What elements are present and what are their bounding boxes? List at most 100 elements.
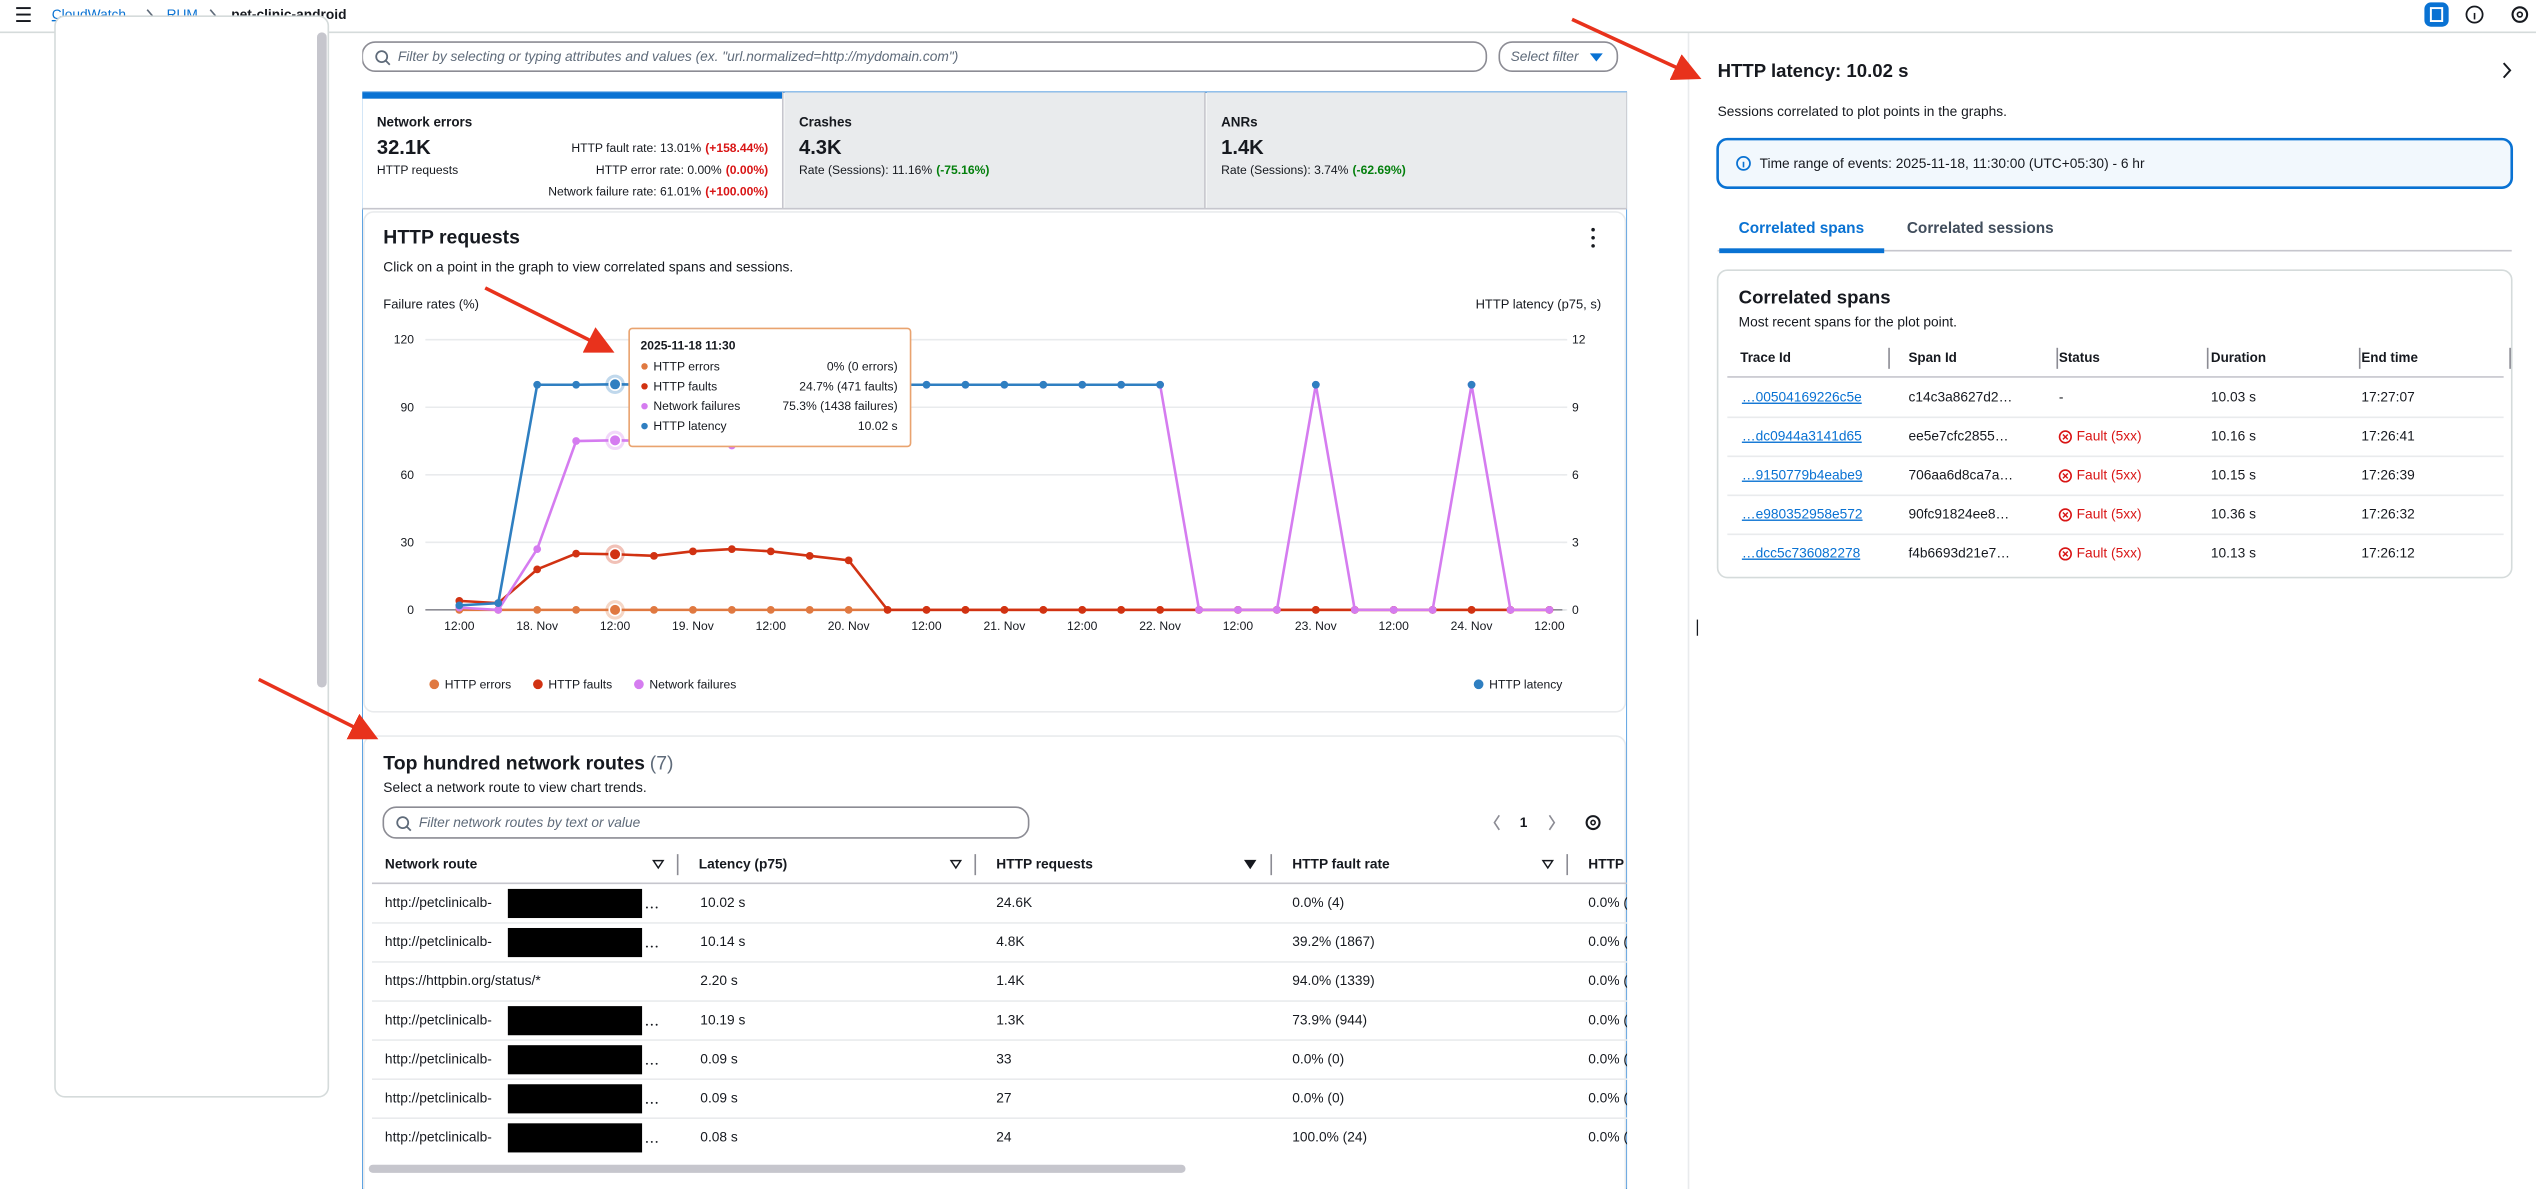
data-point: [1117, 606, 1125, 614]
duration: 10.16 s: [2211, 429, 2256, 444]
trace-id-link[interactable]: …e980352958e572: [1742, 507, 1863, 522]
route-cell[interactable]: https://httpbin.org/status/*: [385, 973, 541, 988]
tooltip-title: 2025-11-18 11:30: [640, 338, 735, 352]
metric-change: (+158.44%): [705, 141, 768, 155]
data-point: [1195, 606, 1203, 614]
tooltip-value: 10.02 s: [858, 419, 898, 433]
x-tick-label: 12:00: [911, 619, 942, 633]
ellipsis: [646, 907, 648, 909]
metric-label: Rate (Sessions): 11.16%: [799, 163, 932, 177]
ellipsis: [646, 1063, 648, 1065]
legend-label[interactable]: HTTP faults: [548, 677, 612, 691]
trace-id-link[interactable]: …00504169226c5e: [1742, 390, 1862, 405]
tab-title: Network errors: [377, 114, 472, 129]
metric-tab[interactable]: [784, 92, 1205, 208]
data-point: [923, 381, 931, 389]
data-point: [1039, 606, 1047, 614]
kebab-menu: [1591, 244, 1595, 248]
table-cell: 24: [996, 1130, 1012, 1145]
end-time: 17:26:12: [2361, 546, 2414, 561]
metric-change: (+100.00%): [705, 185, 768, 199]
tab-value: 1.4K: [1221, 137, 1264, 159]
redaction: [508, 1084, 642, 1113]
time-range: Time range of events: 2025-11-18, 11:30:…: [1760, 156, 2145, 171]
data-point: [455, 601, 463, 609]
ellipsis: [646, 1024, 648, 1026]
data-point: [1312, 381, 1320, 389]
sidebar-box: [55, 16, 328, 1097]
table-cell: 0.0% (4): [1292, 895, 1344, 910]
redaction: [508, 1006, 642, 1035]
data-point: [650, 552, 658, 560]
metric-label: Rate (Sessions): 3.74%: [1221, 163, 1349, 177]
duration: 10.03 s: [2211, 390, 2256, 405]
legend-label[interactable]: Network failures: [649, 677, 736, 691]
redaction: [508, 889, 642, 918]
route-cell[interactable]: http://petclinicalb-: [385, 1012, 492, 1027]
route-cell[interactable]: http://petclinicalb-: [385, 895, 492, 910]
data-point: [572, 437, 580, 445]
trace-id-link[interactable]: …9150779b4eabe9: [1742, 468, 1863, 483]
data-point: [572, 550, 580, 558]
details-tab[interactable]: Correlated sessions: [1907, 220, 2054, 237]
data-point: [767, 606, 775, 614]
column-header[interactable]: Latency (p75): [699, 856, 788, 871]
end-time: 17:26:32: [2361, 507, 2414, 522]
data-point: [1078, 381, 1086, 389]
x-tick-label: 20. Nov: [828, 619, 871, 633]
table-cell: 0.0% (: [1588, 1130, 1628, 1145]
column-header[interactable]: HTTP fault rate: [1292, 856, 1390, 871]
data-point: [1117, 381, 1125, 389]
routes-filter-placeholder: Filter network routes by text or value: [419, 815, 641, 830]
data-point: [650, 606, 658, 614]
table-cell: 2.20 s: [700, 973, 738, 988]
tooltip-marker: [641, 383, 647, 389]
table-cell: 0.08 s: [700, 1130, 738, 1145]
table-cell: 39.2% (1867): [1292, 934, 1374, 949]
data-point: [1429, 606, 1437, 614]
table-cell: 10.14 s: [700, 934, 745, 949]
span-id: ee5e7cfc2855…: [1908, 429, 2008, 444]
legend-label[interactable]: HTTP errors: [445, 677, 511, 691]
column-header: End time: [2361, 350, 2418, 365]
route-cell[interactable]: http://petclinicalb-: [385, 1090, 492, 1105]
column-header: Duration: [2211, 350, 2266, 365]
metric-tab[interactable]: [1207, 92, 1628, 208]
data-point: [1390, 606, 1398, 614]
duration: 10.36 s: [2211, 507, 2256, 522]
route-cell[interactable]: http://petclinicalb-: [385, 1051, 492, 1066]
tab-caption: HTTP requests: [377, 163, 458, 177]
panel-toggle[interactable]: [2424, 2, 2448, 26]
route-cell[interactable]: http://petclinicalb-: [385, 1130, 492, 1145]
trace-id-link[interactable]: …dcc5c736082278: [1742, 546, 1861, 561]
legend-marker: [429, 679, 439, 689]
page-number[interactable]: 1: [1520, 815, 1528, 830]
data-point: [572, 606, 580, 614]
details-tab[interactable]: Correlated spans: [1739, 220, 1864, 237]
tooltip-value: 24.7% (471 faults): [799, 379, 897, 393]
data-point: [845, 556, 853, 564]
column-header[interactable]: HTTP requests: [996, 856, 1093, 871]
x-tick-label: 18. Nov: [516, 619, 559, 633]
column-header[interactable]: Network route: [385, 856, 478, 871]
column-header[interactable]: HTTP: [1588, 856, 1624, 871]
legend-label[interactable]: HTTP latency: [1489, 677, 1563, 691]
tooltip-value: 75.3% (1438 failures): [782, 399, 897, 413]
route-cell[interactable]: http://petclinicalb-: [385, 934, 492, 949]
data-point: [728, 606, 736, 614]
y-tick-label: 120: [394, 333, 414, 347]
data-point: [1156, 606, 1164, 614]
details-subtitle: Sessions correlated to plot points in th…: [1718, 104, 2007, 119]
routes-title: Top hundred network routes: [383, 752, 645, 774]
y-tick-label: 90: [401, 400, 415, 414]
x-tick-label: 24. Nov: [1451, 619, 1494, 633]
trace-id-link[interactable]: …dc0944a3141d65: [1742, 429, 1862, 444]
redaction: [508, 1123, 642, 1152]
duration: 10.15 s: [2211, 468, 2256, 483]
x-tick-label: 12:00: [756, 619, 787, 633]
legend-marker: [634, 679, 644, 689]
table-cell: 33: [996, 1051, 1012, 1066]
active-tab-indicator: [1719, 248, 1884, 253]
ellipsis: [651, 1102, 653, 1104]
table-cell: 0.09 s: [700, 1090, 738, 1105]
